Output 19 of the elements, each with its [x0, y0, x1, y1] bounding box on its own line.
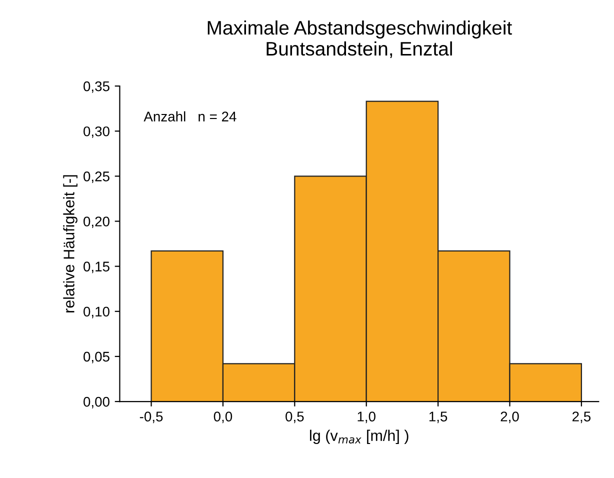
y-tick-label: 0,05 [84, 352, 110, 364]
x-tick-label: 2,5 [572, 412, 591, 424]
y-tick-label: 0,20 [84, 216, 110, 228]
x-tick-label: 1,5 [429, 412, 448, 424]
y-tick-label: 0,30 [84, 126, 110, 138]
x-tick-label: 1,0 [358, 412, 376, 424]
x-tick-label: 0,0 [214, 412, 232, 424]
y-tick-label: 0,35 [84, 81, 110, 93]
y-tick-label: 0,10 [84, 306, 110, 318]
y-tick-label: 0,25 [84, 172, 110, 183]
y-axis-title: relative Häufigkeit [-] [63, 175, 78, 312]
annotation: Anzahl n = 24 [144, 111, 236, 122]
chart-title: Maximale Abstandsgeschwindigkeit Buntsandstein, Enztal [208, 20, 512, 58]
x-tick-label: -0,5 [140, 412, 163, 424]
x-axis-title: lg (v$_{max}$ [m/h] ) [310, 430, 408, 444]
y-tick-label: 0,00 [84, 396, 110, 408]
x-tick-label: 2,0 [500, 412, 519, 424]
y-tick-label: 0,15 [84, 262, 110, 274]
x-tick-label: 0,5 [286, 412, 304, 424]
